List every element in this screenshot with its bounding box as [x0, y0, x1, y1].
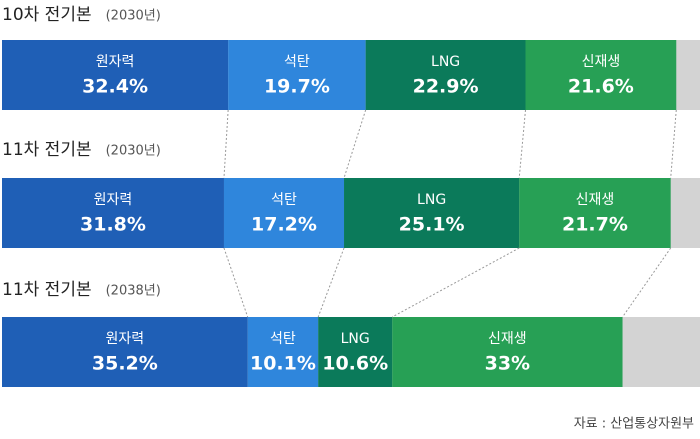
bar-segment	[318, 317, 393, 387]
source: 자료 : 산업통상자원부	[574, 417, 694, 432]
segment-value: 17.2%	[251, 214, 317, 236]
connector	[223, 109, 229, 179]
connector	[518, 109, 526, 179]
segment-value: 21.7%	[562, 214, 628, 236]
bar-segment	[247, 317, 319, 387]
segment-value: 22.9%	[413, 76, 479, 98]
segment-name: 원자력	[106, 331, 145, 347]
segment-value: 35.2%	[92, 353, 158, 375]
connector	[622, 247, 672, 318]
connector	[343, 109, 367, 179]
connector	[317, 247, 345, 318]
segment-name: LNG	[417, 192, 446, 208]
bar-segment	[525, 40, 677, 110]
connector	[223, 247, 249, 318]
segment-name: LNG	[431, 54, 460, 70]
segment-value: 25.1%	[399, 214, 465, 236]
bar-segment	[365, 40, 526, 110]
segment-name: 원자력	[96, 54, 135, 70]
segment-value: 32.4%	[82, 76, 148, 98]
connector	[391, 247, 520, 318]
segment-name: 석탄	[284, 54, 310, 70]
segment-name: 신재생	[576, 192, 615, 208]
segment-value: 10.6%	[322, 353, 388, 375]
segment-name: 석탄	[270, 331, 296, 347]
segment-name: 신재생	[488, 331, 527, 347]
bar-title: 10차 전기본	[2, 5, 92, 25]
bar-title: 11차 전기본	[2, 280, 92, 300]
bar-note: (2030년)	[106, 9, 161, 24]
bar-segment	[223, 178, 345, 248]
segment-name: 신재생	[582, 54, 621, 70]
connector	[670, 109, 677, 179]
segment-name: 석탄	[271, 192, 297, 208]
bar-segment	[2, 317, 248, 387]
segment-value: 31.8%	[80, 214, 146, 236]
bar-segment	[2, 40, 229, 110]
segment-name: LNG	[341, 331, 370, 347]
bar-segment	[344, 178, 520, 248]
segment-value: 21.6%	[568, 76, 634, 98]
bar-segment	[228, 40, 366, 110]
bar-note: (2038년)	[106, 284, 161, 299]
segment-value: 10.1%	[250, 353, 316, 375]
bar-note: (2030년)	[106, 144, 161, 159]
segment-value: 19.7%	[264, 76, 330, 98]
bar-segment	[392, 317, 623, 387]
bar-segment	[2, 178, 224, 248]
segment-name: 원자력	[94, 192, 133, 208]
segment-value: 33%	[485, 353, 530, 375]
bar-title: 11차 전기본	[2, 140, 92, 160]
bar-segment	[519, 178, 671, 248]
